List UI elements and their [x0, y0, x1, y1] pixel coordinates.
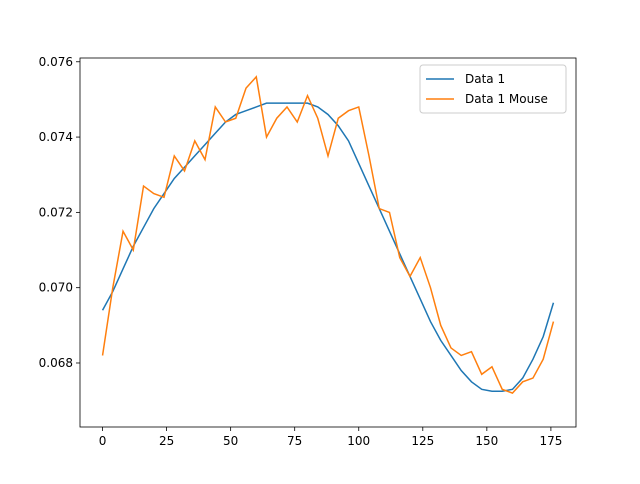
x-tick-label: 50: [223, 434, 238, 448]
x-tick-label: 75: [287, 434, 302, 448]
y-tick-label: 0.076: [39, 55, 73, 69]
y-tick-label: 0.072: [39, 205, 73, 219]
y-tick-label: 0.074: [39, 130, 73, 144]
y-tick-label: 0.068: [39, 356, 73, 370]
legend-box: [419, 64, 567, 114]
legend-label: Data 1 Mouse: [465, 92, 548, 106]
x-tick-label: 100: [347, 434, 370, 448]
x-tick-label: 175: [539, 434, 562, 448]
x-tick-label: 25: [159, 434, 174, 448]
plot-frame: [79, 57, 577, 428]
data-line: [101, 102, 555, 392]
data-line: [101, 75, 555, 394]
x-tick-label: 150: [475, 434, 498, 448]
x-tick-label: 0: [99, 434, 107, 448]
y-tick-label: 0.070: [39, 281, 73, 295]
x-tick-label: 125: [411, 434, 434, 448]
legend-label: Data 1: [465, 72, 505, 86]
